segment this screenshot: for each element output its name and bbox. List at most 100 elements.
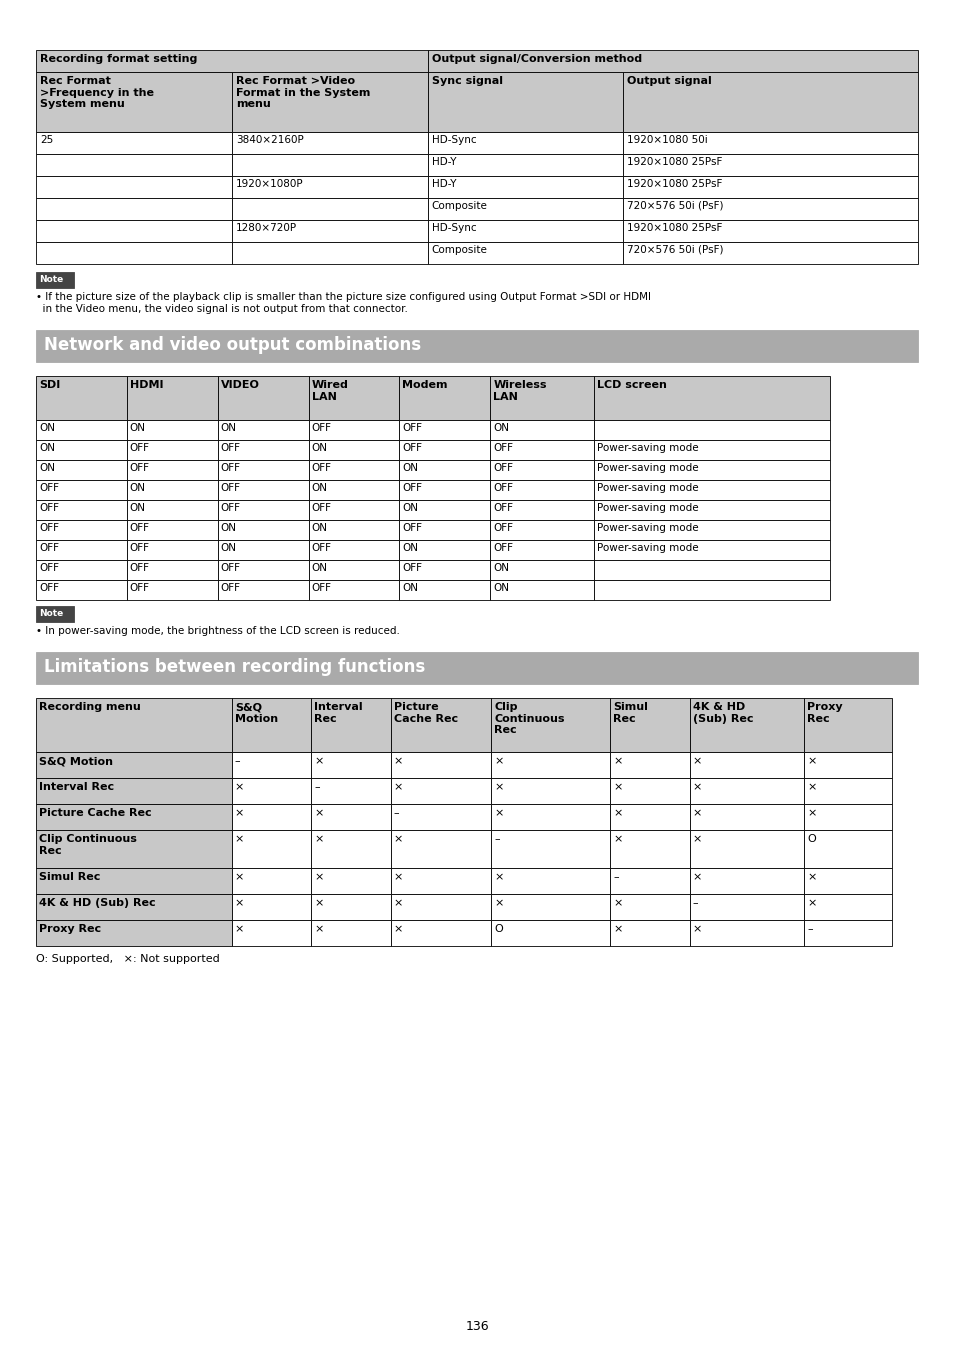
Bar bbox=[399, 480, 490, 500]
Bar bbox=[390, 894, 491, 919]
Bar bbox=[217, 420, 308, 439]
Text: ×: × bbox=[314, 756, 323, 767]
Text: ON: ON bbox=[493, 423, 509, 433]
Text: 4K & HD (Sub) Rec: 4K & HD (Sub) Rec bbox=[39, 898, 155, 909]
Text: OFF: OFF bbox=[130, 523, 150, 533]
Text: Clip Continuous
Rec: Clip Continuous Rec bbox=[39, 834, 136, 856]
Text: ×: × bbox=[314, 872, 323, 882]
Text: S&Q Motion: S&Q Motion bbox=[39, 756, 112, 767]
Text: OFF: OFF bbox=[493, 483, 513, 493]
Bar bbox=[232, 919, 311, 946]
Text: ON: ON bbox=[402, 462, 418, 473]
Bar bbox=[232, 72, 427, 132]
Bar bbox=[689, 830, 803, 868]
Text: OFF: OFF bbox=[402, 483, 422, 493]
Bar bbox=[232, 132, 427, 154]
Text: ×: × bbox=[806, 898, 816, 909]
Bar bbox=[622, 220, 917, 242]
Bar bbox=[232, 894, 311, 919]
Text: Wired
LAN: Wired LAN bbox=[312, 380, 348, 402]
Text: OFF: OFF bbox=[220, 462, 240, 473]
Bar bbox=[36, 220, 232, 242]
Bar bbox=[36, 560, 127, 580]
Bar bbox=[232, 804, 311, 830]
Text: ×: × bbox=[394, 898, 402, 909]
Text: ×: × bbox=[806, 872, 816, 882]
Bar bbox=[217, 560, 308, 580]
Bar bbox=[390, 752, 491, 777]
Text: OFF: OFF bbox=[39, 583, 59, 594]
Text: ×: × bbox=[394, 834, 402, 844]
Text: ×: × bbox=[613, 756, 622, 767]
Bar bbox=[491, 919, 610, 946]
Text: 1920×1080 25PsF: 1920×1080 25PsF bbox=[627, 178, 722, 189]
Text: –: – bbox=[692, 898, 698, 909]
Bar bbox=[399, 460, 490, 480]
Text: ×: × bbox=[613, 808, 622, 818]
Bar bbox=[490, 420, 594, 439]
Bar bbox=[217, 539, 308, 560]
Text: S&Q
Motion: S&Q Motion bbox=[234, 702, 277, 723]
Bar bbox=[308, 539, 399, 560]
Text: OFF: OFF bbox=[402, 443, 422, 453]
Bar bbox=[594, 539, 829, 560]
Bar bbox=[232, 220, 427, 242]
Bar bbox=[689, 698, 803, 752]
Text: Note: Note bbox=[39, 608, 63, 618]
Text: OFF: OFF bbox=[493, 503, 513, 512]
Text: OFF: OFF bbox=[220, 503, 240, 512]
Text: ×: × bbox=[692, 781, 701, 792]
Bar bbox=[127, 521, 217, 539]
Text: 25: 25 bbox=[40, 135, 53, 145]
Bar bbox=[491, 752, 610, 777]
Bar bbox=[390, 919, 491, 946]
Text: ON: ON bbox=[493, 583, 509, 594]
Text: ×: × bbox=[494, 756, 503, 767]
Bar bbox=[217, 500, 308, 521]
Text: –: – bbox=[314, 781, 319, 792]
Bar bbox=[36, 521, 127, 539]
Text: ON: ON bbox=[312, 562, 327, 573]
Bar bbox=[689, 804, 803, 830]
Text: OFF: OFF bbox=[220, 443, 240, 453]
Text: Interval
Rec: Interval Rec bbox=[314, 702, 362, 723]
Bar bbox=[36, 330, 917, 362]
Bar bbox=[232, 830, 311, 868]
Bar bbox=[610, 804, 689, 830]
Bar bbox=[622, 154, 917, 176]
Text: OFF: OFF bbox=[493, 523, 513, 533]
Bar bbox=[36, 606, 74, 622]
Bar bbox=[594, 521, 829, 539]
Text: ON: ON bbox=[39, 423, 55, 433]
Bar bbox=[127, 560, 217, 580]
Text: Simul Rec: Simul Rec bbox=[39, 872, 100, 882]
Bar bbox=[610, 698, 689, 752]
Bar bbox=[36, 50, 427, 72]
Bar bbox=[622, 197, 917, 220]
Bar bbox=[594, 420, 829, 439]
Bar bbox=[217, 521, 308, 539]
Text: O: O bbox=[806, 834, 815, 844]
Text: ×: × bbox=[314, 923, 323, 934]
Text: 1920×1080 25PsF: 1920×1080 25PsF bbox=[627, 157, 722, 168]
Text: ON: ON bbox=[312, 523, 327, 533]
Text: OFF: OFF bbox=[39, 523, 59, 533]
Bar bbox=[217, 580, 308, 600]
Bar bbox=[622, 132, 917, 154]
Text: ×: × bbox=[234, 808, 244, 818]
Bar bbox=[427, 154, 622, 176]
Bar bbox=[689, 894, 803, 919]
Text: Network and video output combinations: Network and video output combinations bbox=[44, 337, 420, 354]
Text: Modem: Modem bbox=[402, 380, 447, 389]
Text: Output signal/Conversion method: Output signal/Conversion method bbox=[431, 54, 641, 64]
Text: 136: 136 bbox=[465, 1320, 488, 1333]
Text: ×: × bbox=[494, 898, 503, 909]
Text: Rec Format >Video
Format in the System
menu: Rec Format >Video Format in the System m… bbox=[235, 76, 370, 110]
Text: 4K & HD
(Sub) Rec: 4K & HD (Sub) Rec bbox=[692, 702, 752, 723]
Bar bbox=[127, 480, 217, 500]
Bar bbox=[490, 500, 594, 521]
Bar bbox=[803, 894, 891, 919]
Bar bbox=[308, 500, 399, 521]
Bar bbox=[232, 176, 427, 197]
Text: Power-saving mode: Power-saving mode bbox=[597, 544, 699, 553]
